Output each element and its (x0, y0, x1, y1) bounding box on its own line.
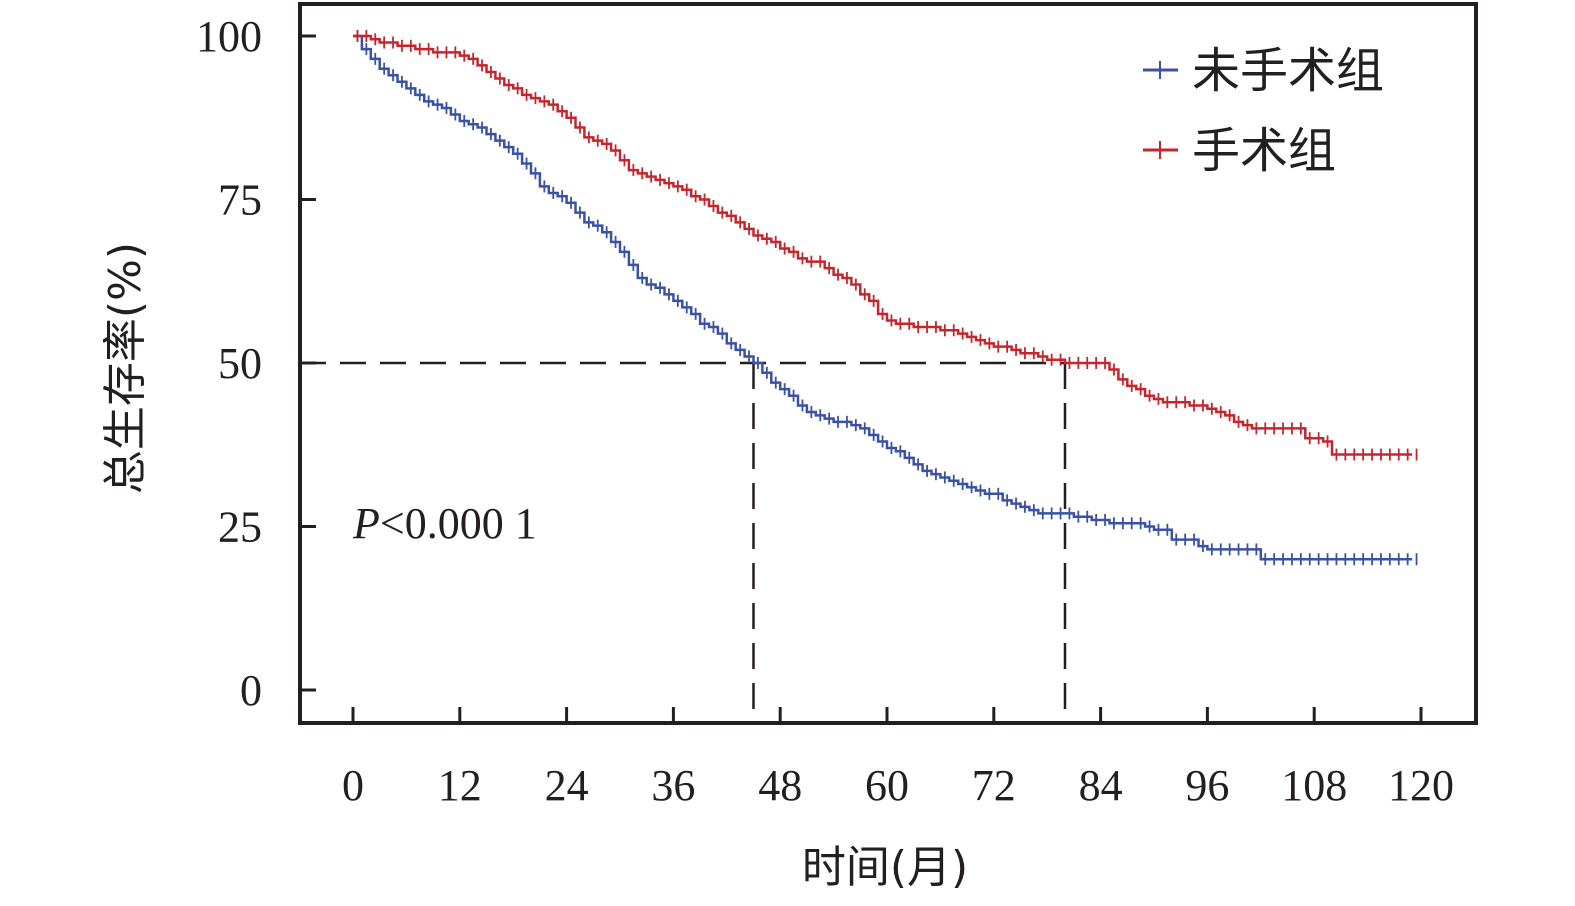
series-line-1 (353, 34, 1413, 456)
p-value-annotation: P<0.000 1 (352, 499, 537, 548)
legend-label-1: 手术组 (1192, 123, 1336, 179)
x-tick-label-3: 36 (651, 761, 695, 810)
y-tick-label-1: 25 (218, 503, 262, 552)
x-tick-label-10: 120 (1388, 761, 1454, 810)
series-line-0 (353, 34, 1413, 561)
y-tick-label-2: 50 (218, 339, 262, 388)
y-axis-title: 总生存率(%) (100, 242, 151, 494)
x-tick-label-4: 48 (758, 761, 802, 810)
x-tick-label-7: 84 (1079, 761, 1123, 810)
axes: 0 12 24 36 48 60 72 84 96 108 120 0 25 50 75 100 (196, 12, 1454, 810)
reference-lines (300, 361, 1067, 723)
x-tick-label-5: 60 (865, 761, 909, 810)
y-tick-label-3: 75 (218, 176, 262, 225)
x-tick-label-8: 96 (1185, 761, 1229, 810)
y-tick-label-4: 100 (196, 12, 262, 61)
x-tick-label-0: 0 (342, 761, 364, 810)
legend-label-0: 未手术组 (1192, 43, 1384, 99)
y-tick-label-0: 0 (240, 666, 262, 715)
p-value-symbol: P (352, 499, 380, 548)
x-axis-title: 时间(月) (802, 842, 968, 893)
x-tick-label-1: 12 (438, 761, 482, 810)
x-tick-label-2: 24 (545, 761, 589, 810)
series-layer (353, 30, 1418, 566)
x-tick-label-9: 108 (1281, 761, 1347, 810)
x-tick-label-6: 72 (972, 761, 1016, 810)
p-value-text: <0.000 1 (380, 499, 537, 548)
